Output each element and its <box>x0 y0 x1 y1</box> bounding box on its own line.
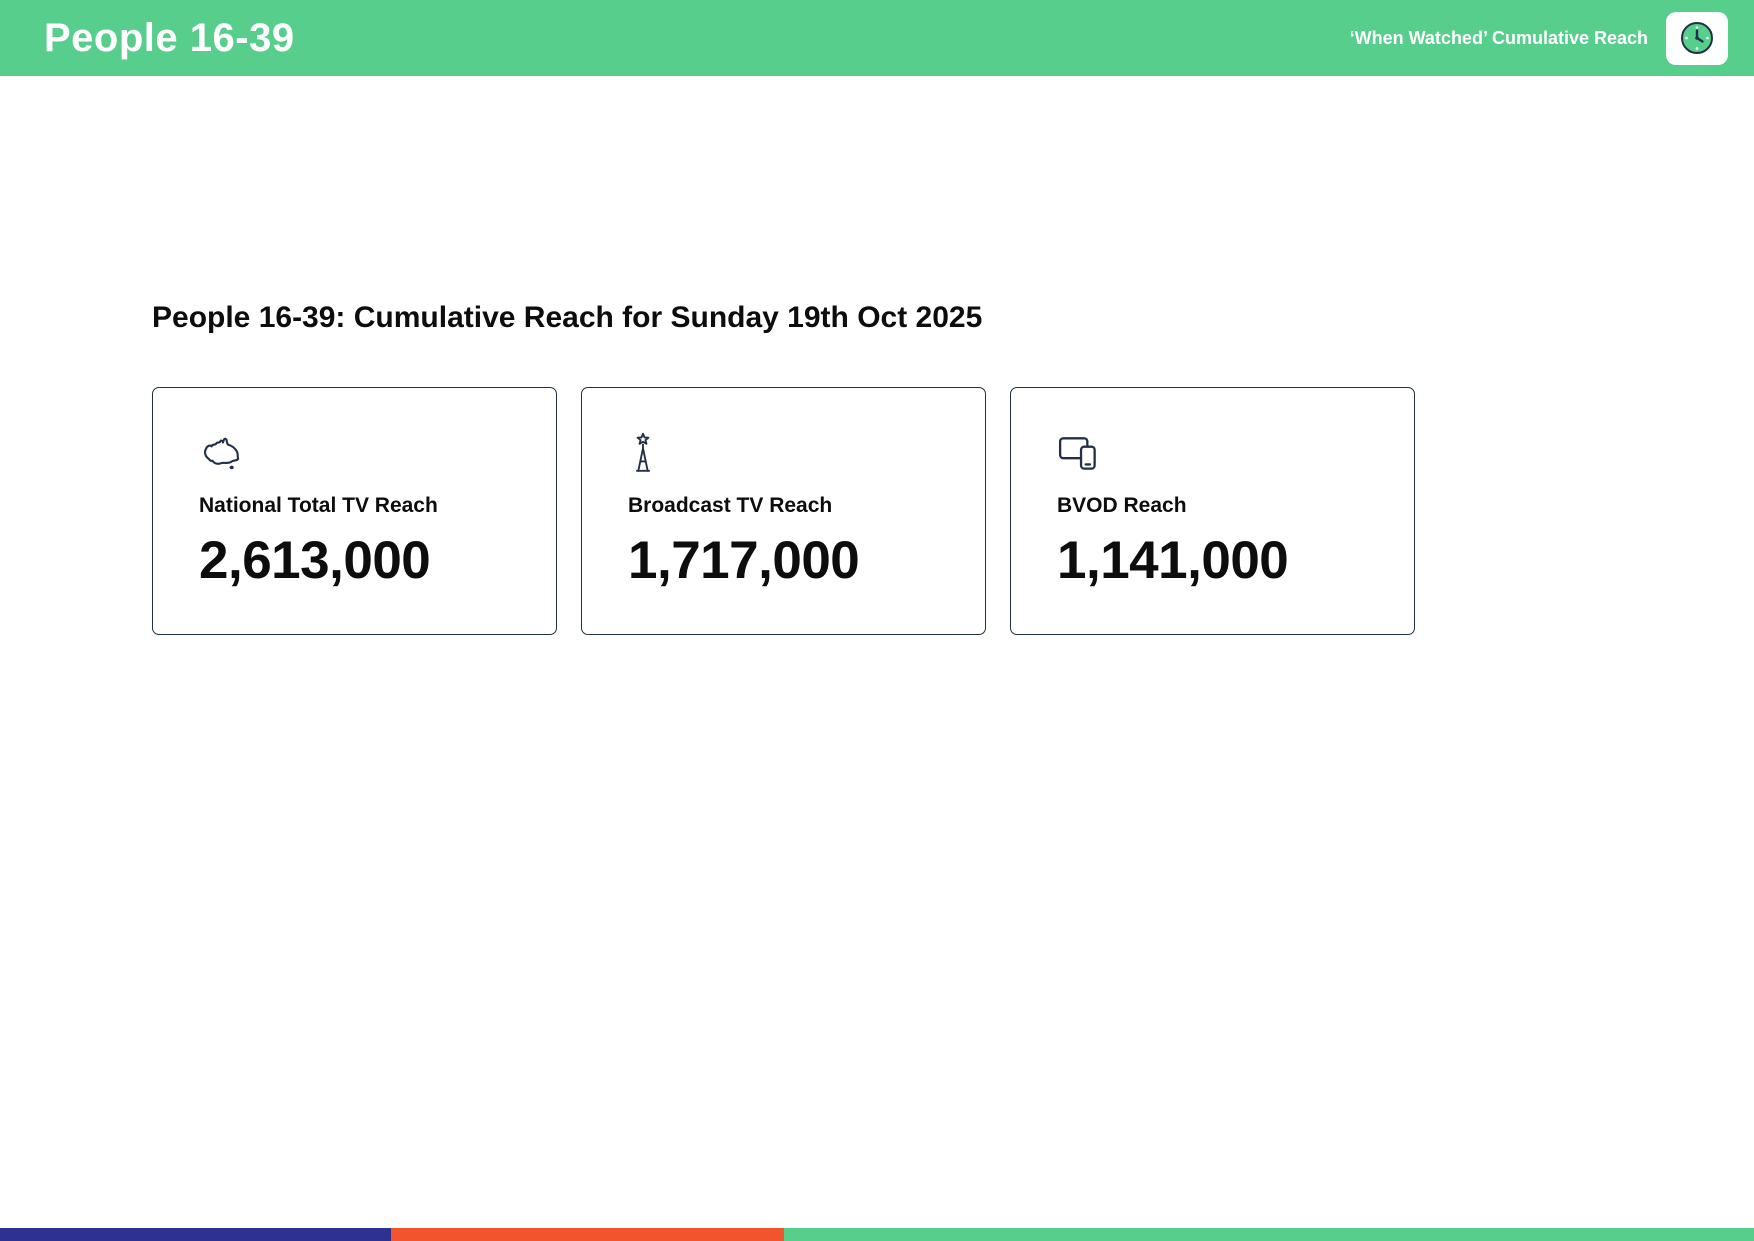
section-heading: People 16-39: Cumulative Reach for Sunda… <box>152 301 983 334</box>
stat-label: Broadcast TV Reach <box>628 494 833 517</box>
stat-value: 1,717,000 <box>628 531 860 590</box>
stat-cards-row: National Total TV Reach 2,613,000 Broadc… <box>152 387 1604 635</box>
header-tagline: ‘When Watched’ Cumulative Reach <box>1349 27 1648 48</box>
stat-value: 2,613,000 <box>199 531 431 590</box>
header-right: ‘When Watched’ Cumulative Reach <box>1349 11 1728 65</box>
australia-map-icon <box>199 434 536 474</box>
screens-devices-icon <box>1057 434 1394 474</box>
stat-card-national-total-tv-reach: National Total TV Reach 2,613,000 <box>152 387 557 635</box>
clock-logo-icon <box>1666 11 1728 65</box>
footer-stripe-orange <box>391 1228 785 1241</box>
header-bar: People 16-39 ‘When Watched’ Cumulative R… <box>0 0 1754 76</box>
stat-label: BVOD Reach <box>1057 494 1187 517</box>
main-content: People 16-39: Cumulative Reach for Sunda… <box>0 76 1754 1228</box>
stat-card-bvod-reach: BVOD Reach 1,141,000 <box>1010 387 1415 635</box>
page-title: People 16-39 <box>44 15 295 60</box>
broadcast-tower-icon <box>628 432 965 474</box>
stat-label: National Total TV Reach <box>199 494 438 517</box>
stat-card-broadcast-tv-reach: Broadcast TV Reach 1,717,000 <box>581 387 986 635</box>
footer-stripe-green <box>784 1228 1754 1241</box>
footer-stripe <box>0 1228 1754 1241</box>
footer-stripe-blue <box>0 1228 392 1241</box>
stat-value: 1,141,000 <box>1057 531 1289 590</box>
